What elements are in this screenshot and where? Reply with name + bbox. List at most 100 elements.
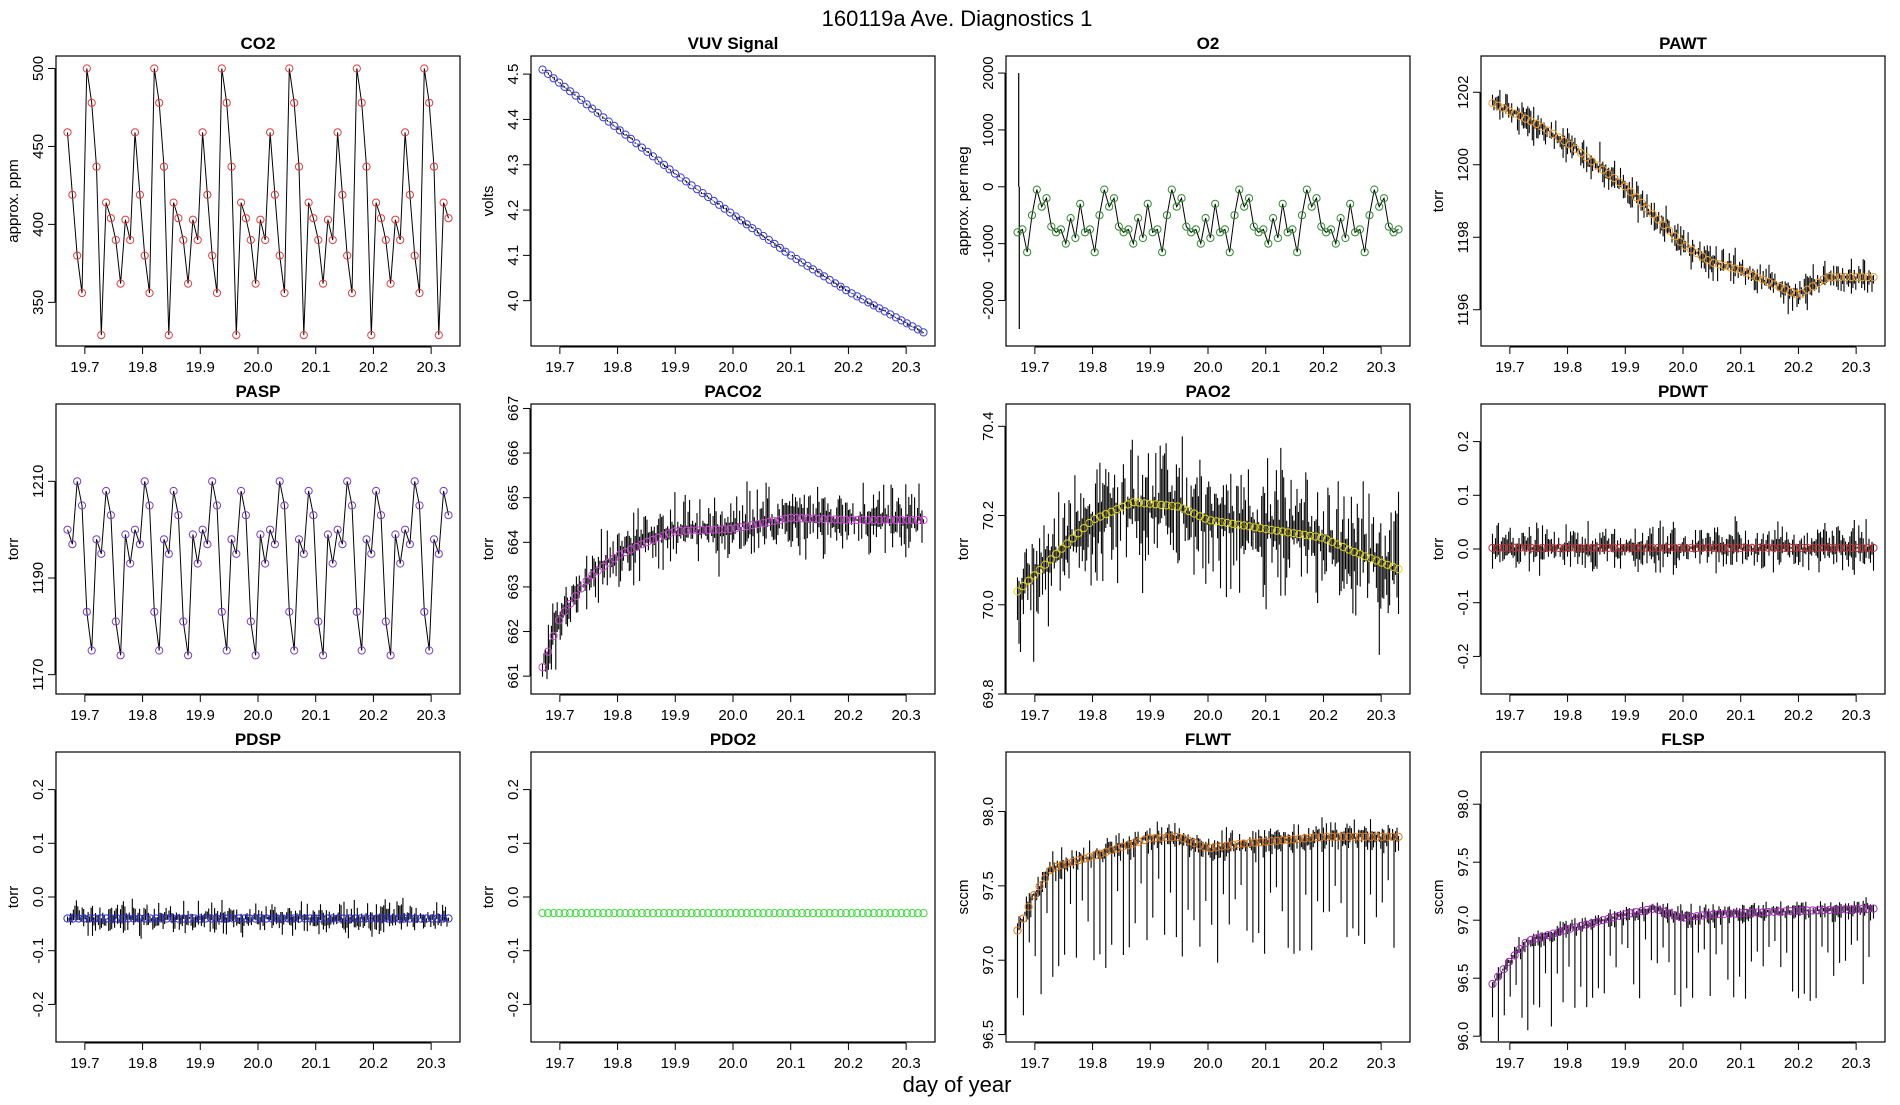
avg-point	[864, 515, 873, 525]
avg-point	[77, 288, 87, 298]
avg-point	[328, 559, 337, 568]
avg-point	[1758, 908, 1768, 917]
avg-point	[665, 909, 674, 918]
avg-point	[361, 914, 370, 923]
avg-point	[1792, 543, 1801, 553]
avg-point	[1278, 199, 1287, 208]
avg-point	[198, 128, 207, 137]
avg-point	[1300, 530, 1309, 540]
avg-point	[648, 152, 658, 161]
avg-point	[1129, 839, 1138, 848]
avg-point	[1499, 543, 1508, 553]
avg-point	[155, 98, 164, 107]
avg-point	[1747, 908, 1757, 917]
avg-point	[126, 559, 135, 568]
avg-point	[1124, 225, 1133, 234]
avg-point	[333, 914, 343, 923]
avg-point	[1576, 921, 1586, 931]
avg-point	[1068, 857, 1077, 867]
avg-point	[775, 909, 785, 918]
avg-point	[1863, 904, 1873, 913]
avg-point	[1858, 543, 1867, 553]
figure-title: 160119a Ave. Diagnostics 1	[822, 6, 1093, 31]
avg-point	[1370, 185, 1379, 194]
avg-point	[670, 527, 680, 536]
panel-flsp: FLSP sccm 19.7 19.8 19.9 20.0 20.1 20.2 20.3 96.0…	[1430, 730, 1886, 1072]
avg-point	[383, 914, 392, 923]
avg-point	[825, 515, 834, 524]
avg-point	[328, 235, 337, 245]
avg-point	[626, 909, 636, 918]
avg-point	[1201, 214, 1210, 223]
avg-point	[208, 477, 217, 486]
avg-point	[1532, 543, 1541, 553]
avg-point	[1035, 565, 1044, 575]
avg-point	[1244, 194, 1254, 203]
avg-point	[1714, 543, 1724, 553]
avg-point	[400, 914, 409, 923]
avg-point	[1797, 906, 1806, 915]
avg-point	[1095, 211, 1104, 220]
avg-point	[300, 914, 309, 923]
avg-point	[237, 198, 246, 207]
x-tick-label: 19.8	[1078, 707, 1107, 724]
plot-frame-pao2	[1005, 403, 1411, 695]
avg-point	[604, 558, 613, 567]
avg-point	[434, 549, 443, 558]
avg-point	[309, 511, 318, 520]
avg-point	[223, 914, 232, 923]
avg-point	[1019, 914, 1028, 923]
avg-point	[1703, 543, 1712, 553]
avg-point	[124, 914, 133, 923]
avg-point	[376, 511, 386, 520]
avg-point	[339, 914, 348, 923]
average-points-flsp	[1488, 904, 1878, 989]
avg-point	[720, 525, 729, 534]
series-band-flwt	[1016, 817, 1400, 1016]
avg-point	[1814, 906, 1823, 915]
avg-point	[425, 98, 434, 107]
avg-point	[1698, 543, 1707, 553]
x-tick-label: 20.2	[359, 1055, 388, 1072]
avg-point	[1151, 833, 1160, 843]
panel-title-vuv: VUV Signal	[688, 34, 779, 53]
avg-point	[1041, 560, 1050, 569]
avg-point	[615, 126, 624, 135]
avg-point	[333, 525, 342, 534]
avg-point	[1516, 945, 1525, 954]
x-tick-label: 20.3	[417, 359, 446, 376]
avg-point	[222, 646, 231, 655]
avg-point	[1096, 512, 1105, 521]
x-tick-label: 20.3	[1367, 359, 1396, 376]
avg-point	[106, 214, 116, 223]
y-tick-label: 4.2	[505, 200, 522, 221]
avg-point	[1632, 908, 1641, 917]
avg-point	[357, 646, 366, 655]
y-tick-label: 450	[30, 134, 47, 159]
x-tick-label: 19.8	[1078, 359, 1107, 376]
x-tick-label: 19.9	[1136, 359, 1165, 376]
avg-point	[140, 914, 149, 923]
avg-point	[615, 550, 624, 559]
avg-point	[1264, 239, 1273, 248]
avg-point	[130, 128, 140, 137]
avg-point	[853, 515, 862, 525]
avg-point	[389, 914, 398, 923]
x-tick-label: 20.3	[1842, 707, 1871, 724]
avg-point	[222, 98, 231, 107]
avg-point	[869, 909, 878, 918]
avg-point	[588, 909, 597, 918]
avg-point	[74, 914, 83, 923]
avg-point	[145, 501, 154, 510]
avg-point	[425, 646, 434, 655]
avg-point	[643, 147, 652, 156]
avg-point	[1350, 547, 1359, 557]
avg-point	[386, 279, 395, 288]
avg-point	[420, 64, 429, 73]
avg-point	[1736, 265, 1746, 275]
y-tick-label: 4.4	[505, 109, 522, 130]
x-tick-label: 20.0	[243, 359, 272, 376]
avg-point	[670, 909, 680, 918]
avg-point	[1388, 832, 1398, 841]
avg-point	[1085, 518, 1094, 528]
